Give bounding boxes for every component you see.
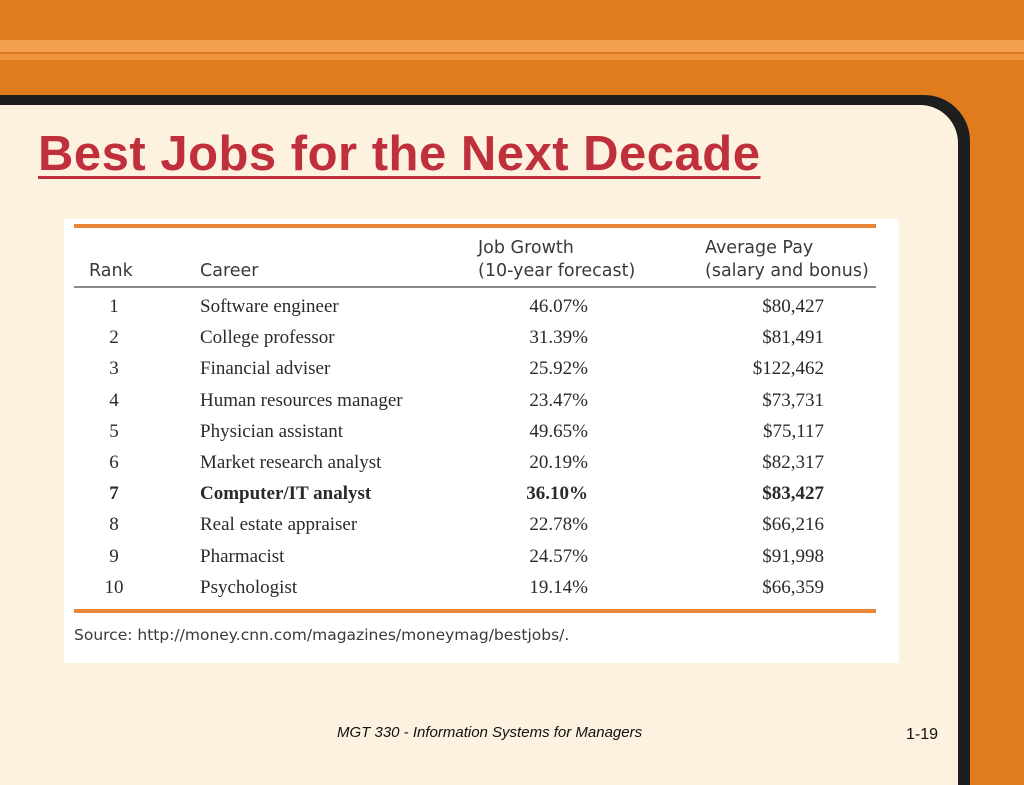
cell-career: Pharmacist [200, 545, 285, 567]
header-job-growth-line2: (10-year forecast) [478, 261, 636, 281]
cell-average-pay: $91,998 [762, 545, 824, 567]
decorative-band-thin [0, 54, 1024, 60]
cell-average-pay: $83,427 [762, 483, 824, 505]
cell-rank: 7 [109, 483, 119, 505]
header-divider [74, 286, 876, 288]
cell-career: Psychologist [200, 576, 298, 598]
table-bottom-rule [74, 609, 876, 613]
cell-job-growth: 25.92% [529, 358, 588, 380]
table-row: 9 Pharmacist 24.57% $91,998 [64, 543, 899, 574]
cell-job-growth: 22.78% [529, 514, 588, 536]
cell-job-growth: 20.19% [529, 451, 588, 473]
cell-job-growth: 36.10% [526, 483, 588, 505]
table-row: 7 Computer/IT analyst 36.10% $83,427 [64, 480, 899, 511]
cell-career: Market research analyst [200, 451, 382, 473]
cell-rank: 10 [104, 576, 124, 598]
table-source: Source: http://money.cnn.com/magazines/m… [74, 626, 570, 644]
cell-rank: 1 [109, 296, 119, 317]
cell-job-growth: 19.14% [529, 576, 588, 598]
header-average-pay-line1: Average Pay [705, 238, 814, 258]
cell-job-growth: 49.65% [529, 420, 588, 442]
table-row: 10 Psychologist 19.14% $66,359 [64, 574, 899, 605]
header-job-growth-line1: Job Growth [478, 238, 574, 258]
table-row: 3 Financial adviser 25.92% $122,462 [64, 355, 899, 386]
table-row: 1 Software engineer 46.07% $80,427 [64, 293, 899, 324]
jobs-table: Rank Career Job Growth (10-year forecast… [64, 219, 899, 663]
cell-career: Computer/IT analyst [200, 483, 372, 505]
cell-rank: 8 [109, 514, 119, 536]
cell-career: Financial adviser [200, 358, 331, 380]
decorative-band [0, 40, 1024, 52]
header-average-pay-line2: (salary and bonus) [705, 261, 869, 281]
cell-average-pay: $75,117 [762, 420, 824, 442]
cell-rank: 6 [109, 451, 119, 473]
cell-career: Human resources manager [200, 389, 403, 411]
cell-job-growth: 24.57% [529, 545, 588, 567]
cell-average-pay: $81,491 [762, 327, 824, 349]
table-row: 4 Human resources manager 23.47% $73,731 [64, 387, 899, 418]
cell-rank: 3 [109, 358, 119, 380]
table-row: 5 Physician assistant 49.65% $75,117 [64, 418, 899, 449]
cell-job-growth: 46.07% [529, 296, 588, 317]
cell-career: Software engineer [200, 296, 339, 317]
cell-rank: 4 [109, 389, 119, 411]
cell-career: College professor [200, 327, 335, 349]
slide-title: Best Jobs for the Next Decade [38, 127, 761, 181]
header-job-growth: Job Growth (10-year forecast) [478, 237, 635, 283]
header-average-pay: Average Pay (salary and bonus) [705, 237, 869, 283]
cell-job-growth: 31.39% [529, 327, 588, 349]
cell-job-growth: 23.47% [529, 389, 588, 411]
header-rank: Rank [89, 261, 133, 281]
table-top-rule [74, 224, 876, 228]
cell-average-pay: $80,427 [762, 296, 824, 317]
cell-average-pay: $122,462 [752, 358, 824, 380]
page-number: 1-19 [906, 726, 939, 743]
cell-rank: 5 [109, 420, 119, 442]
cell-average-pay: $73,731 [762, 389, 824, 411]
table-body: 1 Software engineer 46.07% $80,427 2 College … [64, 293, 899, 605]
cell-career: Real estate appraiser [200, 514, 358, 536]
table-row: 8 Real estate appraiser 22.78% $66,216 [64, 511, 899, 542]
slide-footer: MGT 330 - Information Systems for Manage… [337, 724, 643, 741]
table-row: 2 College professor 31.39% $81,491 [64, 324, 899, 355]
header-career: Career [200, 261, 259, 281]
cell-rank: 2 [109, 327, 119, 349]
cell-rank: 9 [109, 545, 119, 567]
cell-average-pay: $82,317 [762, 451, 824, 473]
cell-career: Physician assistant [200, 420, 344, 442]
cell-average-pay: $66,359 [762, 576, 824, 598]
table-row: 6 Market research analyst 20.19% $82,317 [64, 449, 899, 480]
cell-average-pay: $66,216 [762, 514, 824, 536]
